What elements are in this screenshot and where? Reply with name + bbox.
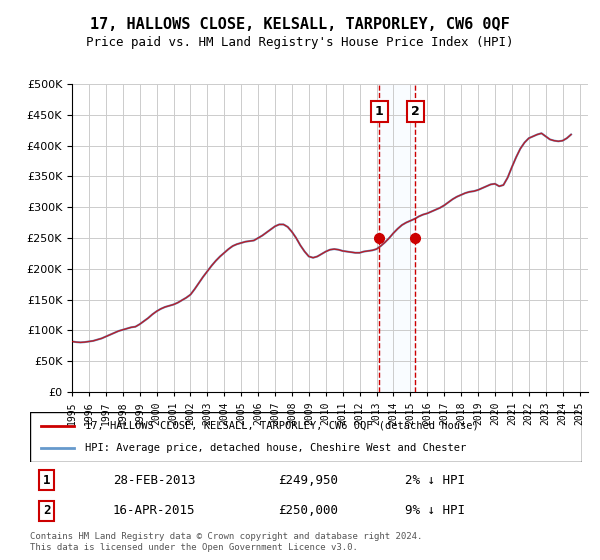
Text: £249,950: £249,950	[278, 474, 338, 487]
Text: 2: 2	[43, 505, 50, 517]
Text: Price paid vs. HM Land Registry's House Price Index (HPI): Price paid vs. HM Land Registry's House …	[86, 36, 514, 49]
Text: 1: 1	[375, 105, 384, 118]
Text: 16-APR-2015: 16-APR-2015	[113, 505, 196, 517]
Text: HPI: Average price, detached house, Cheshire West and Chester: HPI: Average price, detached house, Ches…	[85, 443, 466, 453]
Text: 2% ↓ HPI: 2% ↓ HPI	[406, 474, 466, 487]
Text: 17, HALLOWS CLOSE, KELSALL, TARPORLEY, CW6 0QF (detached house): 17, HALLOWS CLOSE, KELSALL, TARPORLEY, C…	[85, 421, 479, 431]
Text: 17, HALLOWS CLOSE, KELSALL, TARPORLEY, CW6 0QF: 17, HALLOWS CLOSE, KELSALL, TARPORLEY, C…	[90, 17, 510, 32]
Text: 2: 2	[411, 105, 420, 118]
Text: 28-FEB-2013: 28-FEB-2013	[113, 474, 196, 487]
Text: This data is licensed under the Open Government Licence v3.0.: This data is licensed under the Open Gov…	[30, 543, 358, 552]
Text: £250,000: £250,000	[278, 505, 338, 517]
Text: 1: 1	[43, 474, 50, 487]
Text: Contains HM Land Registry data © Crown copyright and database right 2024.: Contains HM Land Registry data © Crown c…	[30, 532, 422, 541]
Text: 9% ↓ HPI: 9% ↓ HPI	[406, 505, 466, 517]
Bar	[379, 84, 415, 392]
